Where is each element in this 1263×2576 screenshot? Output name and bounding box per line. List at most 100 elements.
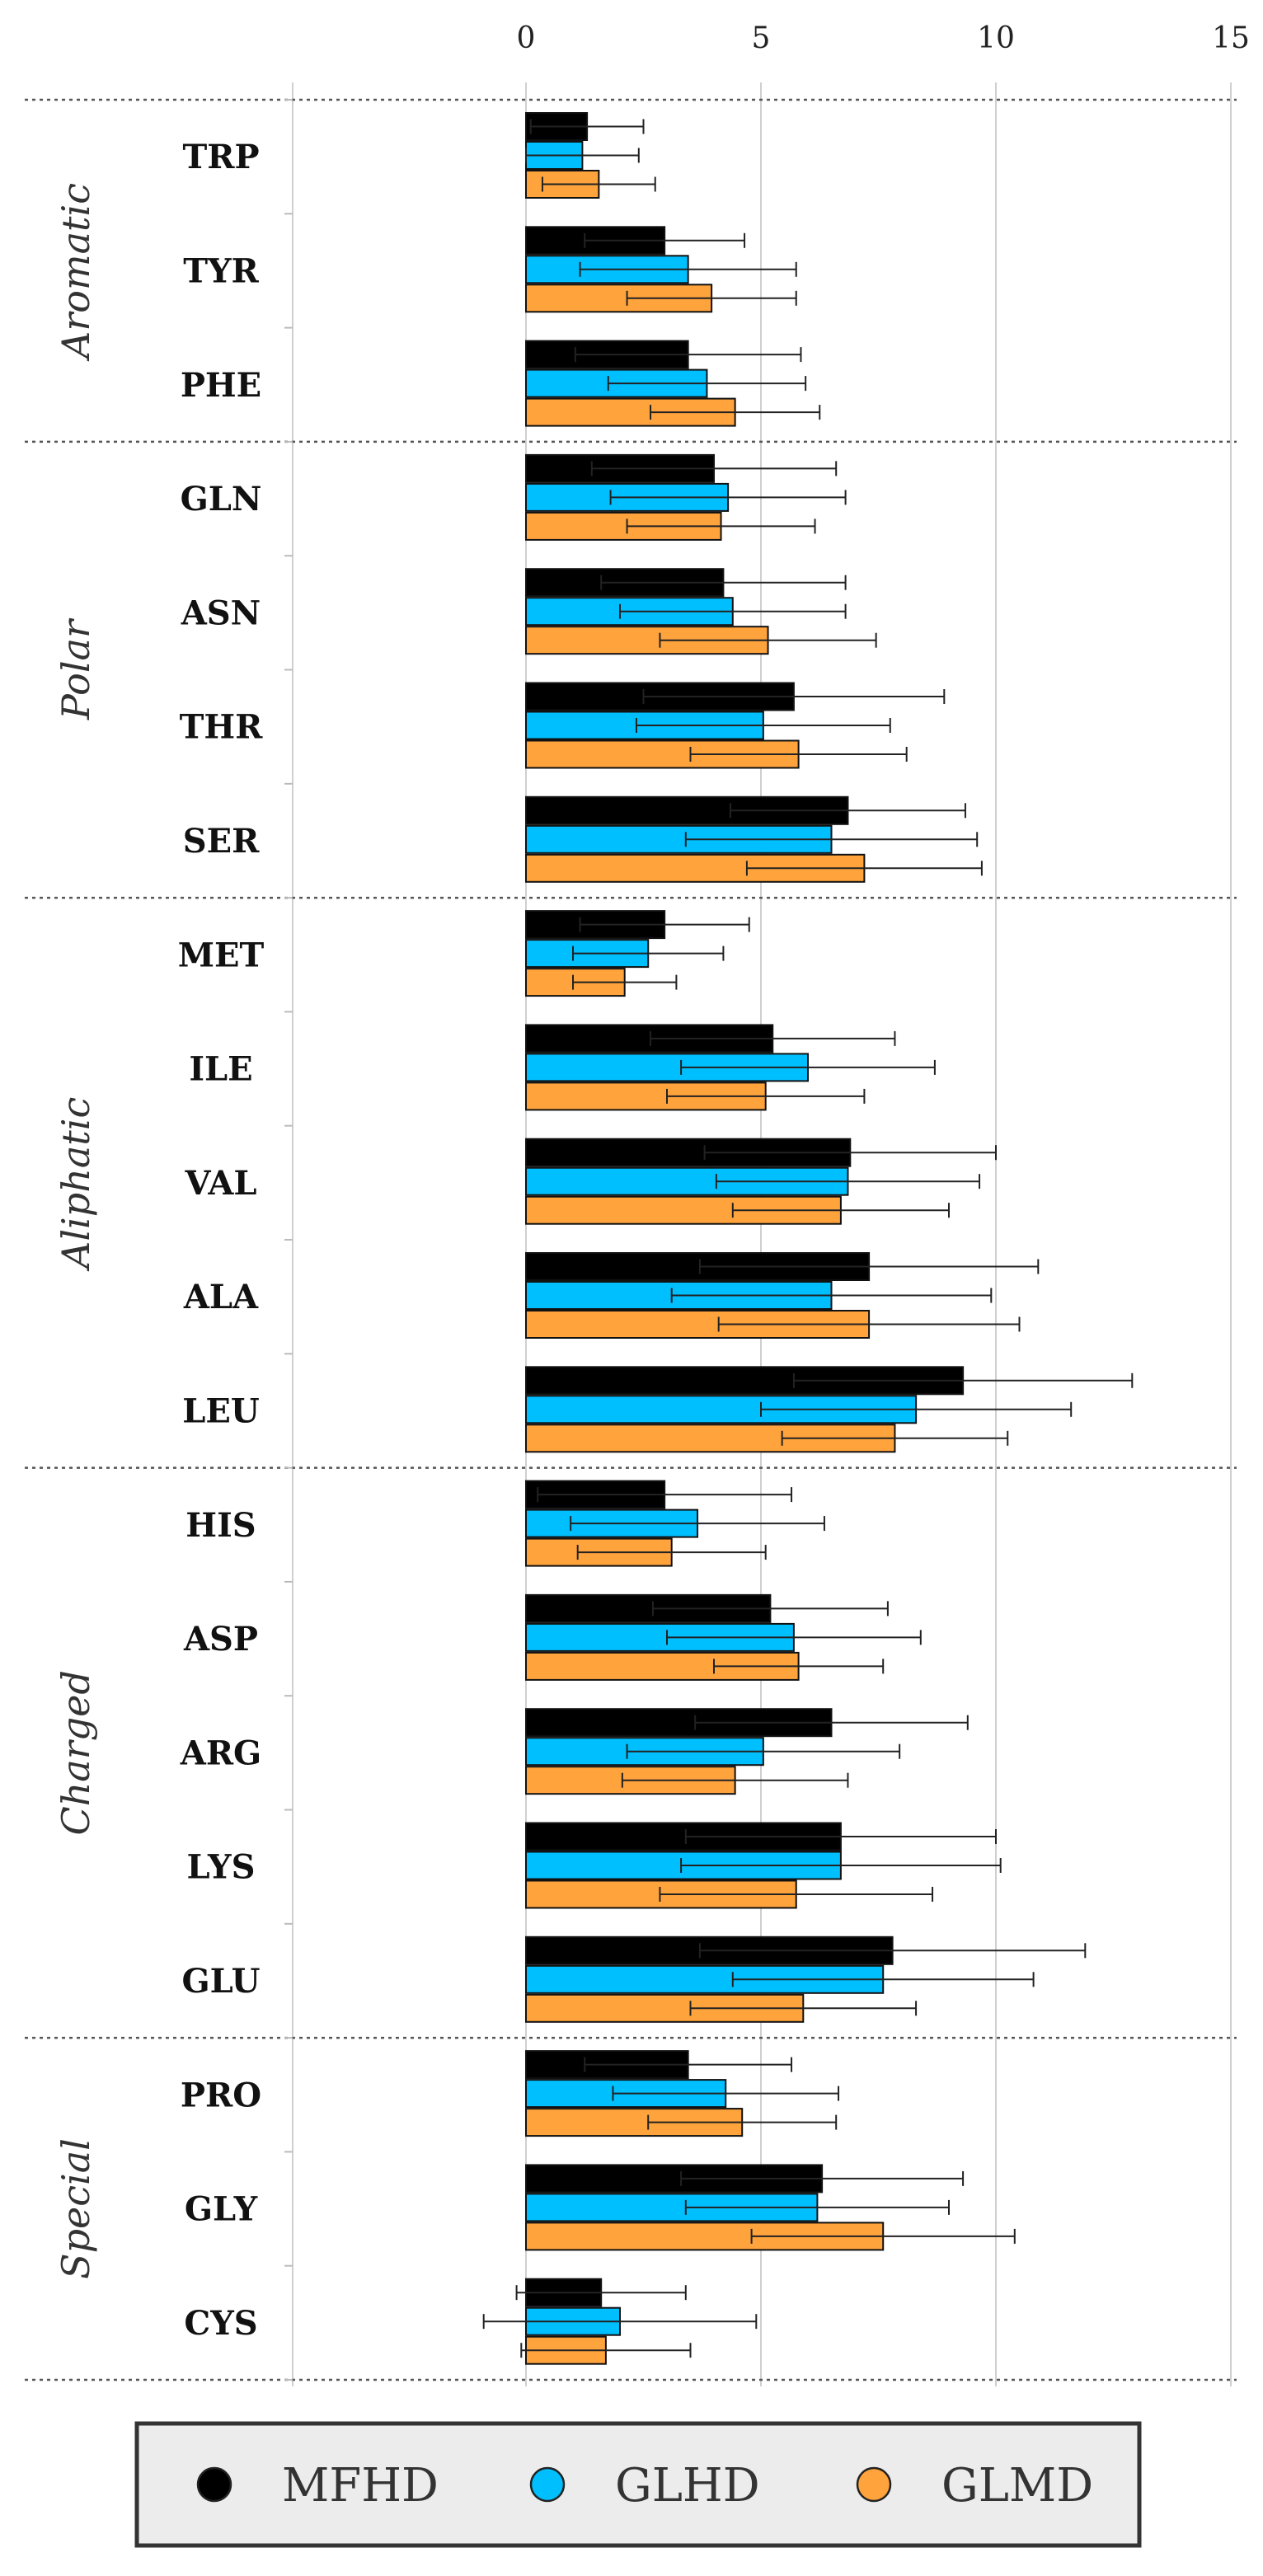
group-label-special: Special [54, 2138, 98, 2279]
error-bar-glhd-ile [680, 1059, 936, 1075]
group-label-polar: Polar [54, 617, 98, 720]
error-bar-glmd-ala [717, 1316, 1021, 1332]
error-bar-mfhd-gly [680, 2170, 965, 2186]
x-axis: 0 5 10 15 [517, 21, 1250, 55]
group-dividers [25, 98, 1237, 2381]
error-bar-glmd-thr [689, 747, 908, 762]
error-bar-glmd-cys [520, 2343, 692, 2358]
legend-marker-glmd [856, 2466, 892, 2503]
bars [525, 112, 965, 2365]
legend-marker-mfhd [196, 2466, 232, 2503]
group-labels: Aromatic Polar Aliphatic Charged Special [54, 183, 98, 2279]
error-bar-mfhd-cys [515, 2285, 687, 2301]
bar-glmd-ser [525, 853, 866, 883]
error-bar-mfhd-arg [694, 1715, 969, 1730]
legend-label-glhd: GLHD [615, 2459, 760, 2513]
error-bar-mfhd-ser [729, 803, 966, 819]
error-bar-glhd-tyr [579, 261, 797, 277]
error-bar-mfhd-asp [651, 1601, 889, 1616]
category-label-ala: ALA [183, 1278, 259, 1316]
category-label-pro: PRO [181, 2076, 261, 2114]
category-label-his: HIS [185, 1506, 256, 1545]
legend-marker-glhd [529, 2466, 566, 2503]
error-bar-glhd-cys [482, 2314, 758, 2330]
error-bar-glmd-gln [626, 518, 816, 534]
error-bar-mfhd-ala [698, 1259, 1040, 1274]
error-bar-glmd-ile [666, 1088, 866, 1104]
category-label-thr: THR [180, 708, 264, 747]
error-bar-mfhd-tyr [584, 232, 746, 248]
error-bar-glmd-phe [650, 405, 821, 420]
grid-layer [292, 82, 1232, 2386]
error-bar-glhd-thr [635, 718, 891, 733]
error-bar-glhd-leu [760, 1401, 1073, 1417]
category-label-asn: ASN [181, 594, 261, 632]
error-bar-glhd-asn [619, 603, 847, 619]
error-bar-glhd-arg [626, 1743, 901, 1759]
error-bar-glmd-tyr [626, 290, 797, 306]
category-label-leu: LEU [182, 1391, 260, 1430]
x-tick-label: 10 [977, 21, 1015, 55]
error-bar-glhd-his [570, 1516, 825, 1532]
error-bar-glmd-asp [713, 1659, 885, 1674]
error-bar-glmd-trp [541, 176, 656, 192]
category-label-ser: SER [183, 822, 260, 861]
category-label-gln: GLN [181, 480, 262, 518]
error-bar-glhd-val [715, 1174, 981, 1189]
error-bar-mfhd-thr [642, 689, 946, 704]
error-bar-glmd-ser [745, 861, 983, 876]
error-bar-glmd-leu [781, 1430, 1009, 1446]
group-label-aromatic: Aromatic [54, 183, 98, 362]
category-label-gly: GLY [185, 2190, 258, 2229]
error-bars [482, 119, 1134, 2358]
error-bar-glhd-pro [612, 2086, 840, 2101]
error-bar-glhd-lys [680, 1858, 1002, 1873]
x-tick-label: 5 [752, 21, 771, 55]
error-bar-mfhd-pro [584, 2057, 793, 2072]
legend: MFHD GLHD GLMD [134, 2421, 1142, 2548]
error-bar-mfhd-phe [574, 347, 802, 363]
error-bar-glhd-ala [670, 1288, 993, 1303]
error-bar-glhd-trp [525, 148, 640, 163]
error-bar-mfhd-his [537, 1487, 793, 1503]
error-bar-glhd-asp [666, 1630, 922, 1645]
error-bar-glhd-glu [731, 1972, 1035, 1987]
error-bar-glhd-ser [684, 832, 979, 847]
category-label-asp: ASP [183, 1620, 258, 1659]
error-bar-mfhd-gln [590, 461, 838, 476]
error-bar-mfhd-val [703, 1145, 997, 1161]
error-bar-glmd-val [731, 1203, 950, 1218]
group-label-aliphatic: Aliphatic [54, 1097, 98, 1272]
error-bar-glhd-met [572, 945, 725, 961]
category-label-tyr: TYR [183, 251, 259, 290]
category-label-lys: LYS [186, 1848, 255, 1887]
category-label-arg: ARG [180, 1734, 261, 1772]
x-tick-label: 15 [1212, 21, 1250, 55]
error-bar-mfhd-glu [698, 1943, 1087, 1959]
error-bar-mfhd-trp [529, 119, 645, 134]
error-bar-glmd-asn [659, 632, 877, 648]
error-bar-glmd-glu [689, 2001, 918, 2016]
x-tick-label: 0 [517, 21, 536, 55]
group-label-charged: Charged [54, 1670, 98, 1835]
error-bar-glmd-arg [621, 1772, 849, 1788]
error-bar-mfhd-asn [600, 575, 847, 590]
error-bar-mfhd-lys [684, 1829, 997, 1844]
error-bar-glmd-gly [750, 2228, 1016, 2244]
category-label-met: MET [178, 936, 265, 974]
bar-glmd-ile [525, 1082, 767, 1111]
error-bar-glmd-met [572, 974, 678, 990]
category-label-ile: ILE [189, 1050, 252, 1089]
legend-label-mfhd: MFHD [282, 2459, 439, 2513]
category-label-cys: CYS [184, 2304, 257, 2343]
error-bar-glhd-phe [607, 376, 807, 392]
error-bar-glmd-lys [659, 1887, 934, 1902]
category-labels: TRP TYR PHE GLN ASN THR SER MET ILE VAL ALA LEU HIS A… [178, 99, 293, 2381]
legend-box [134, 2421, 1142, 2548]
category-label-glu: GLU [182, 1962, 261, 2001]
error-bar-glhd-gly [684, 2199, 950, 2215]
error-bar-mfhd-leu [792, 1372, 1134, 1388]
category-label-trp: TRP [182, 138, 259, 176]
error-bar-glmd-his [576, 1545, 767, 1560]
